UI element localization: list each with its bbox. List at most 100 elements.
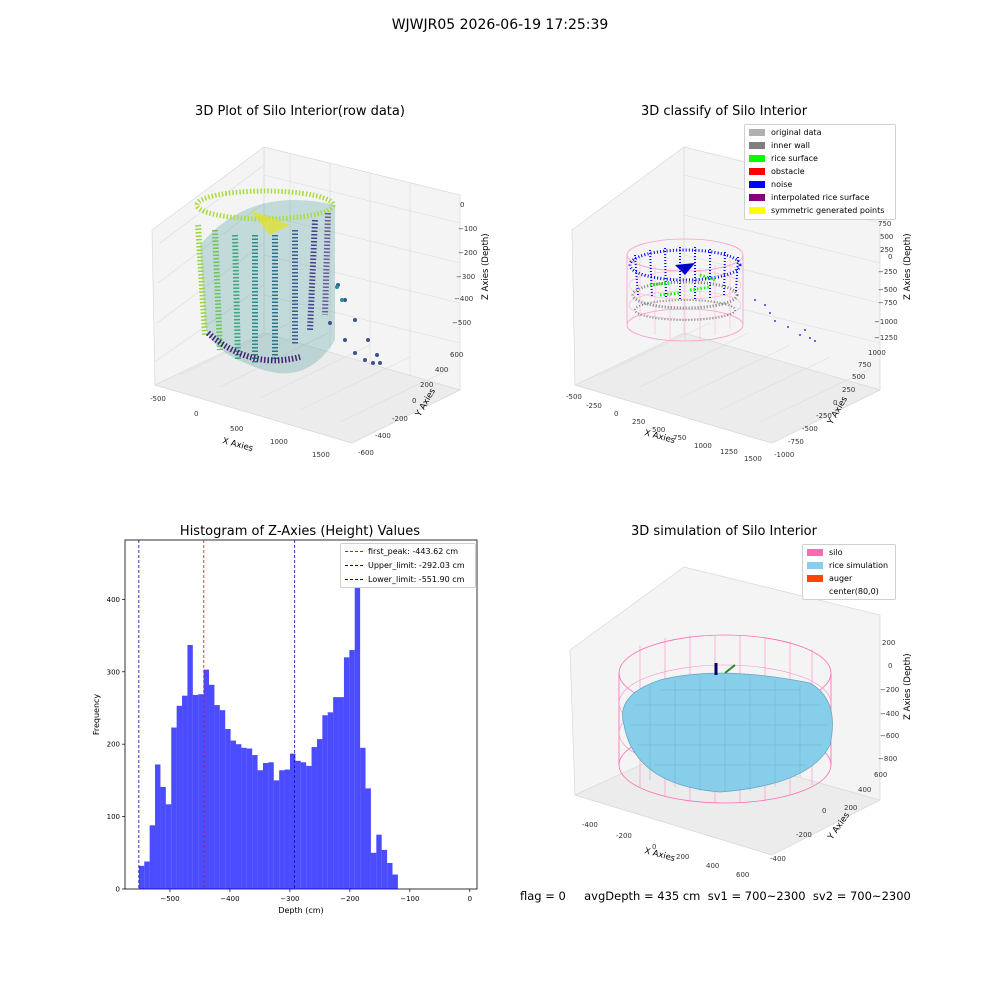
histogram-bar: [225, 728, 231, 889]
simulation-xtick: 400: [706, 862, 719, 870]
histogram-bar: [268, 762, 274, 889]
legend-label: obstacle: [771, 167, 805, 176]
histogram-bar: [171, 727, 177, 889]
histogram-bar: [144, 861, 150, 889]
raw-ytick: -400: [375, 432, 391, 440]
histogram-xlabel: Depth (cm): [278, 906, 323, 915]
simulation-ztick: −200: [880, 686, 899, 694]
histogram-bar: [376, 834, 382, 889]
raw-ytick: 0: [412, 397, 416, 405]
classify-ztick: 750: [878, 220, 891, 228]
histogram-bar: [252, 755, 258, 889]
histogram-ytick-label: 400: [107, 596, 120, 604]
legend-swatch: [749, 181, 765, 188]
classify-ytick: -500: [802, 425, 818, 433]
raw-point-cloud: [194, 188, 382, 374]
histogram-ytick-label: 200: [107, 741, 120, 749]
simulation-ytick: 600: [874, 771, 887, 779]
histogram-xtick-label: −500: [160, 895, 179, 903]
simulation-xtick: -200: [616, 832, 632, 840]
histogram-bar: [235, 744, 242, 889]
classify-xtick: 250: [632, 418, 645, 426]
legend-line: [345, 579, 363, 580]
status-footer: flag = 0 avgDepth = 435 cm sv1 = 700~230…: [520, 889, 911, 903]
histogram-xtick-label: −300: [280, 895, 299, 903]
classify-ztick: 250: [880, 246, 893, 254]
histogram-bar: [381, 849, 388, 889]
classify-3d-plot: -500 -250 0 250 500 750 1000 1250 1500 -…: [566, 146, 913, 463]
classify-xtick: 0: [614, 410, 618, 418]
legend-label: silo: [829, 548, 843, 557]
raw-ytick: 200: [420, 381, 433, 389]
classify-ztick: 0: [888, 253, 892, 261]
classify-ytick: -250: [816, 412, 832, 420]
histogram-ytick-label: 0: [116, 886, 120, 894]
legend-label: inner wall: [771, 141, 811, 150]
classify-ztick: 500: [880, 233, 893, 241]
legend-label: rice surface: [771, 154, 818, 163]
histogram-bar: [257, 770, 263, 889]
raw-plot-title: 3D Plot of Silo Interior(row data): [195, 104, 405, 119]
histogram-bar: [273, 780, 280, 889]
classify-xtick: 750: [673, 434, 686, 442]
histogram-bar: [327, 712, 334, 889]
histogram-xtick-label: −200: [340, 895, 359, 903]
histogram-xtick-label: −100: [400, 895, 419, 903]
legend-line: [345, 551, 363, 552]
histogram-bar: [338, 697, 344, 889]
histogram-chart: −500 −400 −300 −200 −100 0 0 100 200 300 400 Dept…: [92, 539, 478, 915]
legend-swatch: [749, 142, 765, 149]
legend-label: first_peak: -443.62 cm: [368, 547, 459, 556]
histogram-bar: [149, 825, 156, 889]
legend-line: [345, 565, 363, 566]
histogram-bar: [295, 760, 301, 889]
classify-xtick: -500: [566, 393, 582, 401]
raw-xtick: -500: [150, 395, 166, 403]
histogram-bar: [155, 764, 161, 889]
histogram-xtick-label: 0: [468, 895, 472, 903]
histogram-bar: [138, 865, 145, 889]
histogram-bar: [187, 644, 193, 889]
raw-xtick: 1000: [270, 438, 288, 446]
histogram-bar: [192, 694, 199, 889]
raw-ztick: −200: [458, 249, 477, 257]
classify-ytick: 1000: [868, 349, 886, 357]
legend-label: Lower_limit: -551.90 cm: [368, 575, 465, 584]
histogram-bar: [349, 650, 355, 889]
raw-ztick: 0: [460, 201, 464, 209]
histogram-ytick-label: 100: [107, 813, 120, 821]
simulation-ytick: 200: [844, 804, 857, 812]
classify-ytick: -750: [788, 438, 804, 446]
classify-ztick: −250: [878, 268, 897, 276]
histogram-legend: first_peak: -443.62 cm Upper_limit: -292…: [340, 543, 476, 588]
raw-xtick: 0: [194, 410, 198, 418]
histogram-bar: [241, 747, 247, 889]
histogram-bar: [354, 559, 361, 889]
histogram-bar: [203, 669, 210, 889]
histogram-bar: [306, 765, 312, 889]
histogram-bar: [219, 710, 226, 889]
histogram-bar: [262, 763, 269, 889]
classify-point-cloud: [626, 238, 816, 342]
raw-3d-plot: -500 0 500 1000 1500 -600 -400 -200 0 20…: [150, 146, 490, 459]
simulation-ytick: 0: [822, 807, 826, 815]
histogram-bar: [176, 705, 183, 889]
raw-xlabel: X Axies: [221, 436, 254, 454]
legend-swatch: [749, 129, 765, 136]
classify-ztick: −500: [878, 286, 897, 294]
simulation-surface: [618, 634, 833, 804]
raw-ytick: 600: [450, 351, 463, 359]
legend-swatch: [807, 575, 823, 582]
legend-label: original data: [771, 128, 822, 137]
classify-xtick: -250: [586, 402, 602, 410]
legend-label: rice simulation: [829, 561, 889, 570]
classify-ztick: −750: [878, 299, 897, 307]
histogram-bar: [279, 770, 285, 889]
histogram-bar: [289, 753, 296, 889]
raw-ytick: -600: [358, 449, 374, 457]
raw-xtick: 1500: [312, 451, 330, 459]
histogram-bar: [165, 804, 172, 889]
histogram-ytick-label: 300: [107, 668, 120, 676]
simulation-ytick: -400: [770, 855, 786, 863]
histogram-xtick-label: −400: [220, 895, 239, 903]
